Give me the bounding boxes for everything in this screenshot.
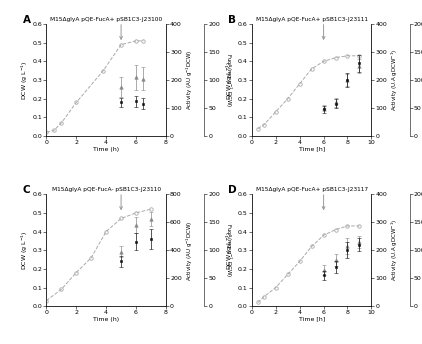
Y-axis label: DCW (g L$^{-1}$): DCW (g L$^{-1}$) [225, 230, 235, 270]
Y-axis label: FucA(mg g$^{-1}$ DCW): FucA(mg g$^{-1}$ DCW) [223, 223, 233, 277]
Y-axis label: Activity (AU g$^{-1}$DCW): Activity (AU g$^{-1}$DCW) [184, 50, 195, 110]
Title: M15ΔglyA pQE-FucA+ pSB1C3-J23111: M15ΔglyA pQE-FucA+ pSB1C3-J23111 [256, 17, 368, 22]
X-axis label: Time [h]: Time [h] [298, 317, 325, 322]
X-axis label: Time [h]: Time [h] [298, 147, 325, 152]
X-axis label: Time (h): Time (h) [93, 317, 119, 322]
Text: C: C [22, 185, 30, 195]
Title: M15ΔglyA pQE-FucA- pSB1C3-J23110: M15ΔglyA pQE-FucA- pSB1C3-J23110 [51, 187, 161, 192]
Y-axis label: FucA(mg g$^{-1}$ DCW): FucA(mg g$^{-1}$ DCW) [223, 53, 233, 107]
Title: M15ΔglyA pQE-FucA+ pSB1C3-J23117: M15ΔglyA pQE-FucA+ pSB1C3-J23117 [256, 187, 368, 192]
Y-axis label: Activity (U.A gDCW$^{-1}$): Activity (U.A gDCW$^{-1}$) [390, 219, 400, 281]
Text: B: B [228, 15, 236, 25]
Y-axis label: Activity (AU g$^{-1}$DCW): Activity (AU g$^{-1}$DCW) [184, 220, 195, 280]
Text: D: D [228, 185, 237, 195]
Y-axis label: DCW (g L$^{-1}$): DCW (g L$^{-1}$) [19, 60, 30, 100]
Y-axis label: DCW (g L$^{-1}$): DCW (g L$^{-1}$) [225, 60, 235, 100]
Y-axis label: Activity (U.A gDCW$^{-1}$): Activity (U.A gDCW$^{-1}$) [390, 49, 400, 111]
X-axis label: Time (h): Time (h) [93, 147, 119, 152]
Text: A: A [22, 15, 30, 25]
Y-axis label: DCW (g L$^{-1}$): DCW (g L$^{-1}$) [19, 230, 30, 270]
Title: M15ΔglyA pQE-FucA+ pSB1C3-J23100: M15ΔglyA pQE-FucA+ pSB1C3-J23100 [50, 17, 162, 22]
